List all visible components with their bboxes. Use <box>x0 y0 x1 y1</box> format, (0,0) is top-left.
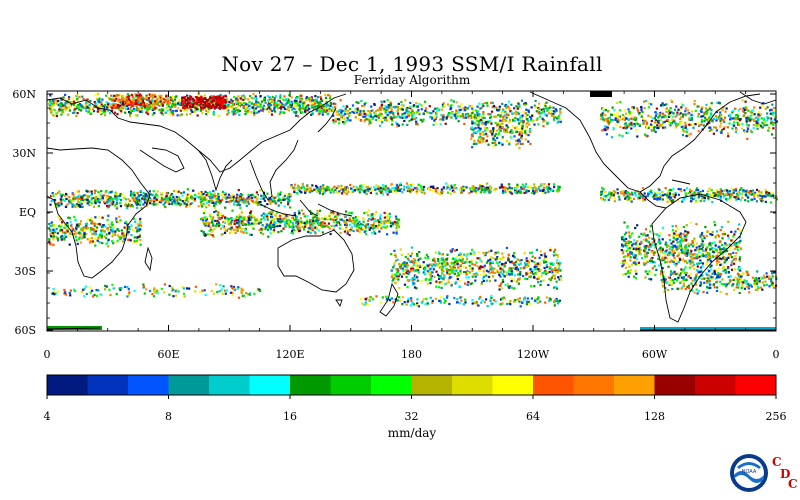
colorbar-swatch <box>695 375 736 395</box>
latitude-axis: 60N 30N EQ 30S 60S <box>12 88 776 337</box>
colorbar-swatch <box>47 375 88 395</box>
lon-label: 0 <box>44 348 51 361</box>
colorbar-tick-label: 4 <box>44 410 51 423</box>
colorbar-tick-label: 64 <box>526 410 540 423</box>
coastlines <box>46 91 777 331</box>
colorbar-swatch <box>533 375 574 395</box>
colorbar-tick-label: 256 <box>766 410 787 423</box>
colorbar-swatch <box>411 375 453 395</box>
colorbar-swatch <box>654 375 696 395</box>
colorbar-tick-label: 16 <box>283 410 297 423</box>
lon-label: 180 <box>401 348 422 361</box>
colorbar-swatch <box>371 375 412 395</box>
map-area <box>46 90 778 332</box>
noaa-logo-icon: NOAA <box>730 454 768 492</box>
lat-label: EQ <box>19 206 36 219</box>
cdc-letter-c2: C <box>788 477 798 491</box>
lon-label: 0 <box>773 348 780 361</box>
colorbar-swatch <box>168 375 210 395</box>
colorbar-swatch <box>249 375 291 395</box>
colorbar-swatch <box>87 375 129 395</box>
cdc-letter-d: D <box>780 467 791 481</box>
colorbar-swatch <box>452 375 493 395</box>
colorbar-swatch <box>492 375 534 395</box>
map-title: Nov 27 – Dec 1, 1993 SSM/I Rainfall <box>221 52 603 76</box>
lat-label: 60S <box>14 324 36 337</box>
rainfall-field <box>47 91 778 330</box>
cdc-mark: C D C <box>770 455 800 495</box>
colorbar-swatch <box>735 375 777 395</box>
lon-label: 120W <box>517 348 550 361</box>
lon-label: 60W <box>642 348 668 361</box>
colorbar-swatch <box>128 375 169 395</box>
colorbar-swatch <box>209 375 250 395</box>
colorbar-units-label: mm/day <box>387 426 437 440</box>
colorbar-swatch <box>573 375 615 395</box>
cdc-letter-c1: C <box>772 455 782 469</box>
lat-label: 60N <box>12 88 36 101</box>
colorbar-swatch <box>614 375 655 395</box>
colorbar-tick-label: 32 <box>405 410 419 423</box>
lat-label: 30N <box>12 147 36 160</box>
lon-label: 120E <box>275 348 304 361</box>
colorbar-tick-label: 128 <box>644 410 665 423</box>
lon-label: 60E <box>157 348 179 361</box>
colorbar-swatch <box>330 375 372 395</box>
lat-label: 30S <box>14 265 36 278</box>
map-subtitle: Ferriday Algorithm <box>353 73 471 87</box>
colorbar: 4 8 16 32 64 128 256 <box>44 374 787 423</box>
colorbar-tick-label: 8 <box>165 410 172 423</box>
longitude-axis: 0 60E 120E 180 120W 60W 0 <box>44 91 780 361</box>
colorbar-swatch <box>290 375 331 395</box>
